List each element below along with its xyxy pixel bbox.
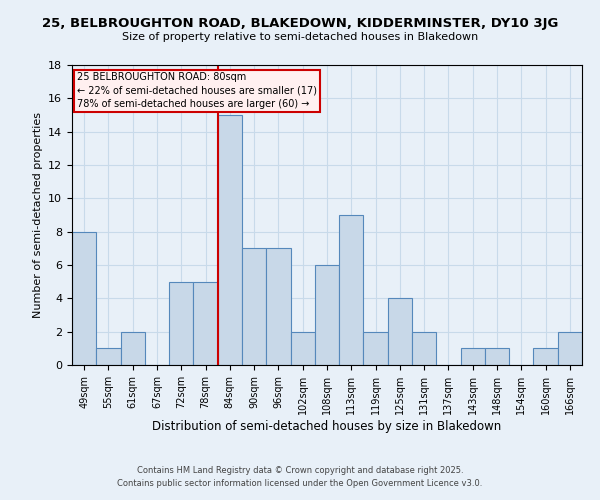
Bar <box>96 348 121 365</box>
Bar <box>290 332 315 365</box>
Bar <box>72 232 96 365</box>
Bar <box>533 348 558 365</box>
X-axis label: Distribution of semi-detached houses by size in Blakedown: Distribution of semi-detached houses by … <box>152 420 502 432</box>
Y-axis label: Number of semi-detached properties: Number of semi-detached properties <box>32 112 43 318</box>
Bar <box>266 248 290 365</box>
Bar <box>218 115 242 365</box>
Bar <box>485 348 509 365</box>
Bar <box>242 248 266 365</box>
Bar <box>193 282 218 365</box>
Bar <box>121 332 145 365</box>
Text: 25, BELBROUGHTON ROAD, BLAKEDOWN, KIDDERMINSTER, DY10 3JG: 25, BELBROUGHTON ROAD, BLAKEDOWN, KIDDER… <box>42 18 558 30</box>
Bar <box>315 265 339 365</box>
Bar <box>558 332 582 365</box>
Text: 25 BELBROUGHTON ROAD: 80sqm
← 22% of semi-detached houses are smaller (17)
78% o: 25 BELBROUGHTON ROAD: 80sqm ← 22% of sem… <box>77 72 317 109</box>
Bar <box>388 298 412 365</box>
Bar <box>364 332 388 365</box>
Bar <box>339 215 364 365</box>
Text: Size of property relative to semi-detached houses in Blakedown: Size of property relative to semi-detach… <box>122 32 478 42</box>
Bar <box>461 348 485 365</box>
Text: Contains HM Land Registry data © Crown copyright and database right 2025.
Contai: Contains HM Land Registry data © Crown c… <box>118 466 482 487</box>
Bar <box>412 332 436 365</box>
Bar <box>169 282 193 365</box>
